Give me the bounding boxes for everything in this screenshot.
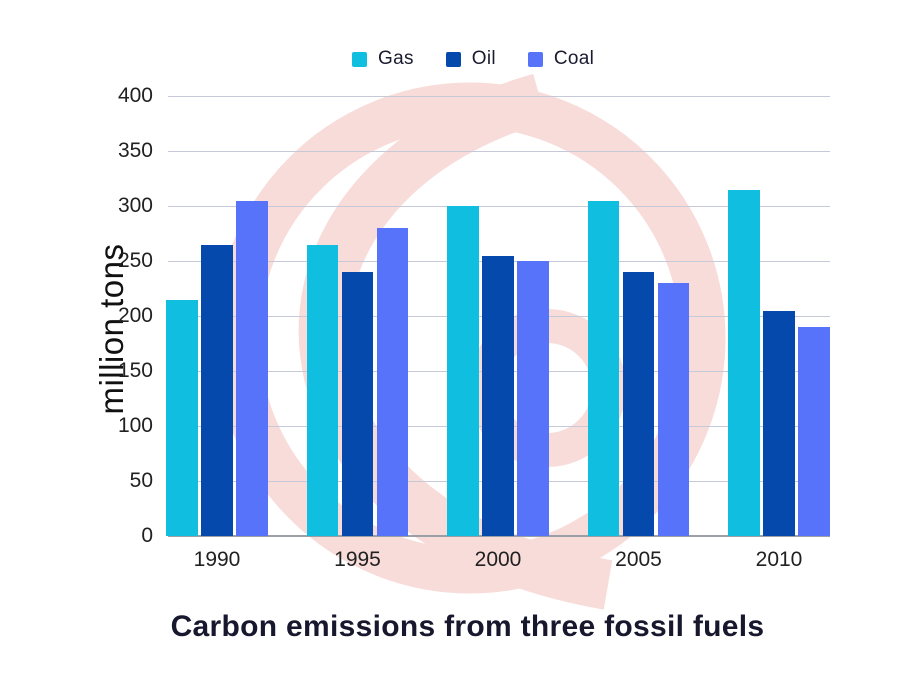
bar-oil-1990 [201, 244, 233, 536]
legend-item-gas: Gas [352, 48, 414, 70]
bar-gas-2000 [447, 206, 479, 536]
chart-legend: Gas Oil Coal [352, 46, 594, 72]
y-tick-label-200: 200 [117, 304, 153, 327]
bar-coal-2000 [517, 261, 549, 536]
bar-coal-2010 [798, 327, 830, 536]
x-tick-label-1990: 1990 [193, 548, 241, 571]
x-tick-label-2005: 2005 [615, 548, 662, 571]
bar-oil-2000 [482, 255, 514, 536]
legend-label: Gas [378, 48, 414, 69]
y-tick-label-250: 250 [117, 249, 153, 272]
bar-oil-2010 [763, 310, 795, 536]
y-tick-label-350: 350 [117, 139, 153, 162]
gridline-300 [168, 206, 830, 207]
chart-title: Carbon emissions from three fossil fuels [170, 610, 765, 643]
bar-oil-2005 [622, 272, 655, 536]
bar-gas-2005 [587, 200, 620, 536]
y-tick-label-300: 300 [117, 194, 153, 217]
legend-swatch-oil [445, 51, 461, 67]
legend-swatch-gas [352, 51, 367, 67]
legend-item-oil: Oil [445, 48, 496, 70]
y-tick-label-0: 0 [141, 524, 153, 547]
x-tick-label-1995: 1995 [334, 548, 381, 571]
y-tick-label-400: 400 [117, 84, 153, 107]
bar-oil-1995 [341, 272, 374, 536]
bar-coal-1995 [376, 228, 409, 536]
legend-label: Coal [553, 48, 595, 69]
bar-gas-1995 [306, 244, 339, 536]
y-tick-label-100: 100 [117, 414, 153, 437]
bar-coal-1990 [236, 200, 268, 536]
gridline-400 [168, 96, 830, 97]
gridline-350 [168, 151, 830, 152]
x-tick-label-2000: 2000 [474, 548, 522, 571]
y-tick-label-150: 150 [117, 359, 153, 382]
x-axis-line [168, 535, 830, 537]
legend-swatch-coal [527, 51, 543, 67]
legend-label: Oil [471, 48, 496, 69]
legend-item-coal: Coal [527, 48, 595, 70]
y-tick-label-50: 50 [129, 469, 153, 492]
x-tick-label-2010: 2010 [755, 548, 803, 571]
bar-gas-1990 [166, 299, 198, 536]
bar-gas-2010 [728, 189, 760, 536]
bar-coal-2005 [657, 283, 690, 536]
plot-area: 0 50 100 150 200 250 300 350 400 1990 1995 2000 2005… [118, 84, 830, 571]
